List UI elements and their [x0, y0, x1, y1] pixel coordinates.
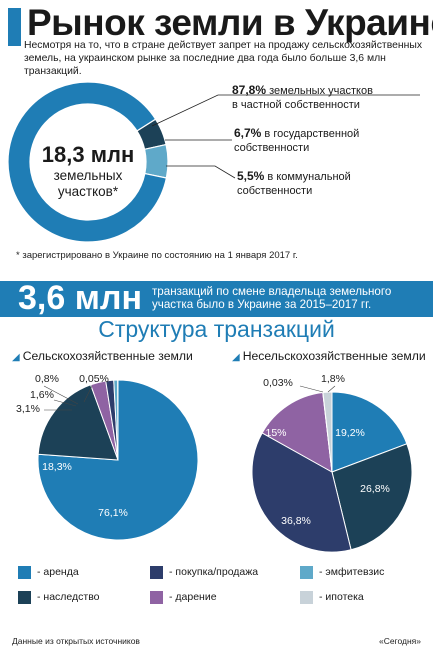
- footer-brand: «Сегодня»: [378, 636, 421, 646]
- pie-data-label: 0,8%: [35, 373, 59, 385]
- page-title: Рынок земли в Украине: [27, 2, 433, 43]
- footer-source: Данные из открытых источников: [12, 636, 140, 646]
- leader-line-private: [151, 94, 420, 127]
- footnote: * зарегистрировано в Украине по состояни…: [16, 250, 298, 261]
- legend-label: - дарение: [169, 591, 217, 603]
- pie-slice: [331, 391, 408, 473]
- donut-label-private-text2: в частной собственности: [232, 98, 360, 111]
- pie-slice: [37, 384, 119, 461]
- legend-swatch: [300, 591, 313, 604]
- pie-data-label: 18,3%: [42, 461, 72, 473]
- band-number: 3,6 млн: [18, 279, 142, 317]
- pie-slice: [331, 443, 413, 551]
- pie-leader-line: [299, 385, 324, 393]
- legend-swatch: [18, 591, 31, 604]
- title-accent-bar: [8, 8, 21, 46]
- pie-leader-line: [43, 385, 79, 405]
- pie-leader-line: [83, 385, 93, 403]
- pie-slice: [251, 432, 352, 553]
- pie-data-label: 0,03%: [263, 377, 293, 389]
- leader-line-communal: [166, 165, 236, 179]
- legend-label: - наследство: [37, 591, 100, 603]
- intro-text: Несмотря на то, что в стране действует з…: [24, 40, 423, 77]
- legend-swatch: [300, 566, 313, 579]
- pie-data-label: 36,8%: [281, 515, 311, 527]
- legend-swatch: [150, 591, 163, 604]
- donut-label-state-text2: собственности: [234, 141, 310, 154]
- legend-label: - аренда: [37, 566, 79, 578]
- pie-leader-line: [327, 385, 336, 393]
- donut-label-communal: 5,5% в коммунальной собственности: [237, 169, 427, 198]
- legend-swatch: [150, 566, 163, 579]
- donut-label-state-text1: в государственной: [261, 128, 360, 140]
- donut-center: 18,3 млн земельных участков*: [33, 142, 143, 200]
- ownership-donut: [7, 82, 169, 243]
- triangle-marker-icon: ◢: [12, 352, 20, 363]
- pie-slice: [261, 391, 333, 473]
- donut-label-private-value: 87,8%: [232, 83, 267, 97]
- donut-center-line1: земельных: [53, 168, 123, 183]
- band-text: транзакций по смене владельца земельного…: [152, 285, 392, 311]
- donut-label-state-value: 6,7%: [234, 126, 262, 140]
- pie-data-label: 15%: [265, 427, 286, 439]
- legend-swatch: [18, 566, 31, 579]
- leader-lines: [151, 94, 420, 179]
- pie-leader-line: [53, 399, 77, 407]
- donut-label-communal-text1: в коммунальной: [264, 171, 351, 183]
- pie-nonagri-title-text: Несельскохозяйственные земли: [242, 349, 426, 363]
- donut-center-value: 18,3 млн: [41, 142, 135, 167]
- donut-label-private: 87,8% земельных участков в частной собст…: [232, 83, 427, 112]
- donut-label-state: 6,7% в государственной собственности: [234, 126, 424, 155]
- donut-segment: [7, 82, 168, 243]
- pie-data-label: 3,1%: [16, 403, 40, 415]
- pie-data-label: 26,8%: [360, 483, 390, 495]
- structure-title: Структура транзакций: [98, 316, 335, 342]
- legend-label: - ипотека: [319, 591, 364, 603]
- pie-nonagri: 19,2% 26,8% 36,8% 15% 0,03% 1,8%: [251, 373, 413, 553]
- pie-data-label: 0,05%: [79, 373, 109, 385]
- pie-data-label: 19,2%: [335, 427, 365, 439]
- pie-slice: [322, 391, 333, 473]
- pie-data-label: 1,6%: [30, 389, 54, 401]
- pie-data-label: 76,1%: [98, 507, 128, 519]
- donut-label-communal-text2: собственности: [237, 184, 313, 197]
- donut-label-private-text1: земельных участков: [266, 85, 373, 97]
- pie-nonagri-title: ◢ Несельскохозяйственные земли: [232, 349, 426, 363]
- pie-agri-title: ◢ Сельскохозяйственные земли: [12, 349, 193, 363]
- highlight-band: [0, 281, 433, 317]
- donut-label-communal-value: 5,5%: [237, 169, 265, 183]
- legend-label: - эмфитевзис: [319, 566, 385, 578]
- pie-agri: 76,1% 18,3% 3,1% 1,6% 0,8% 0,05%: [16, 373, 199, 541]
- donut-segments: [7, 82, 169, 243]
- donut-center-line2: участков*: [57, 184, 119, 199]
- pie-charts: 76,1% 18,3% 3,1% 1,6% 0,8% 0,05% 19,2% 26,8% 36…: [16, 373, 413, 553]
- pie-agri-title-text: Сельскохозяйственные земли: [22, 349, 193, 363]
- legend-label: - покупка/продажа: [169, 566, 259, 578]
- triangle-marker-icon: ◢: [232, 352, 240, 363]
- pie-data-label: 1,8%: [321, 373, 345, 385]
